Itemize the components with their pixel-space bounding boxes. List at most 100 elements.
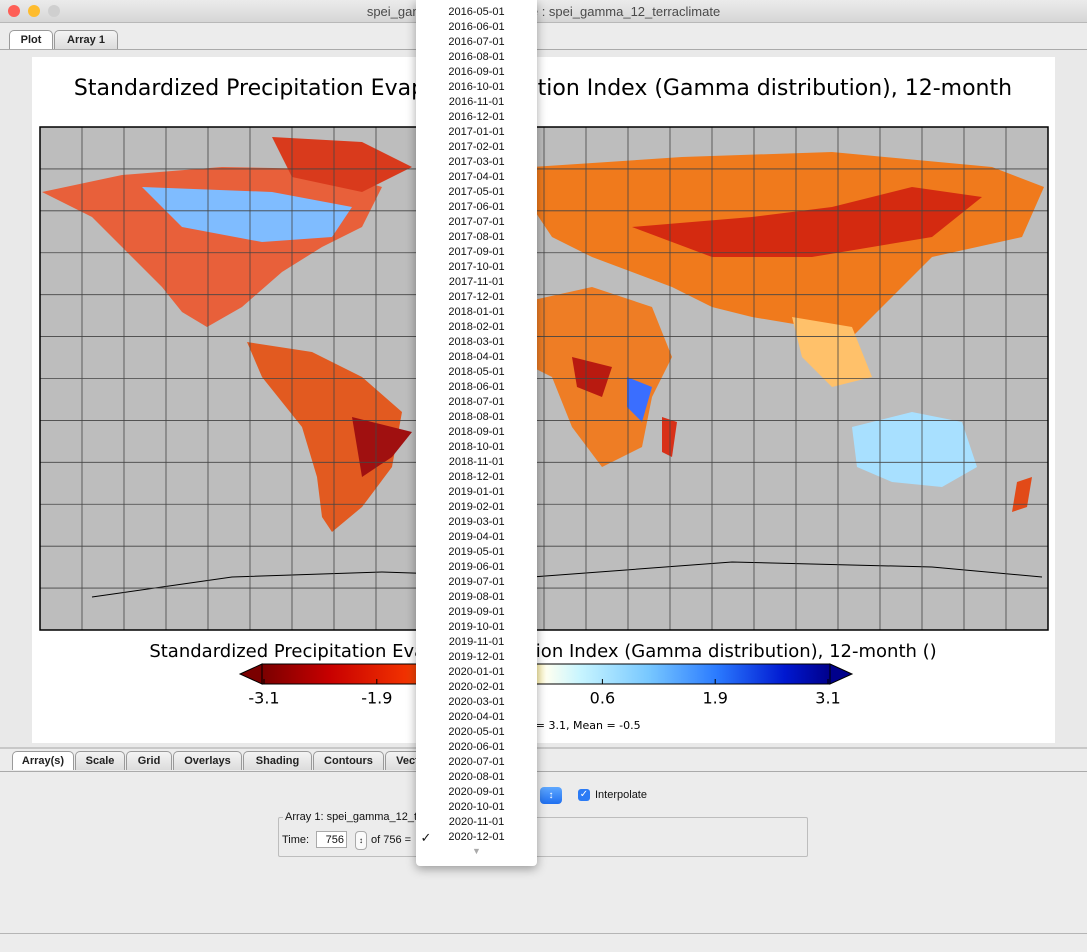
tab[interactable]: Scale <box>75 751 125 770</box>
tab[interactable]: Shading <box>243 751 312 770</box>
land <box>627 377 652 422</box>
menu-item[interactable]: 2020-05-01 <box>448 726 505 738</box>
menu-item[interactable]: 2016-04-01 <box>416 0 537 5</box>
colorbar-tick-label: -1.9 <box>361 689 392 708</box>
map-frame <box>39 126 1049 631</box>
menu-item[interactable]: 2017-03-01 <box>448 156 505 168</box>
menu-item[interactable]: 2017-06-01 <box>448 201 505 213</box>
menu-item[interactable]: 2018-10-01 <box>448 441 505 453</box>
menu-item[interactable]: 2020-12-01 <box>448 831 505 843</box>
interpolate-checkbox[interactable]: ✓ <box>578 789 590 801</box>
splitter[interactable] <box>0 747 1087 749</box>
menu-item[interactable]: 2020-09-01 <box>448 786 505 798</box>
time-input[interactable]: 756 <box>316 831 347 848</box>
menu-item[interactable]: 2018-05-01 <box>448 366 505 378</box>
menu-item[interactable]: 2016-09-01 <box>448 66 505 78</box>
tab[interactable]: Grid <box>126 751 172 770</box>
menu-item[interactable]: 2019-09-01 <box>448 606 505 618</box>
menu-item[interactable]: 2017-08-01 <box>448 231 505 243</box>
land <box>142 187 352 242</box>
menu-item[interactable]: 2018-06-01 <box>448 381 505 393</box>
menu-item[interactable]: 2020-01-01 <box>448 666 505 678</box>
menu-item[interactable]: 2018-07-01 <box>448 396 505 408</box>
menu-item[interactable]: 2017-11-01 <box>448 276 505 288</box>
tab[interactable]: Array 1 <box>54 30 118 49</box>
menu-item[interactable]: 2017-07-01 <box>448 216 505 228</box>
menu-item[interactable]: 2017-05-01 <box>448 186 505 198</box>
menu-item[interactable]: 2020-04-01 <box>448 711 505 723</box>
colorbar-tick-label: 1.9 <box>702 689 727 708</box>
menu-item[interactable]: 2018-09-01 <box>448 426 505 438</box>
menu-item[interactable]: 2018-11-01 <box>448 456 505 468</box>
menu-item[interactable]: 2017-02-01 <box>448 141 505 153</box>
tab[interactable]: Contours <box>313 751 384 770</box>
menu-item[interactable]: 2016-08-01 <box>448 51 505 63</box>
menu-item[interactable]: 2018-02-01 <box>448 321 505 333</box>
menu-item[interactable]: 2016-06-01 <box>448 21 505 33</box>
colorbar <box>261 663 831 685</box>
scroll-down-arrow[interactable]: ▼ <box>472 846 481 856</box>
time-spinner[interactable]: ↕ <box>355 831 367 850</box>
colorbar-tick-label: -3.1 <box>248 689 279 708</box>
menu-item[interactable]: 2017-12-01 <box>448 291 505 303</box>
zoom-button[interactable] <box>48 5 60 17</box>
menu-item[interactable]: 2019-10-01 <box>448 621 505 633</box>
land <box>272 137 412 192</box>
menu-item[interactable]: 2016-10-01 <box>448 81 505 93</box>
menu-item[interactable]: 2019-05-01 <box>448 546 505 558</box>
menu-item[interactable]: 2020-10-01 <box>448 801 505 813</box>
array-group <box>278 817 808 857</box>
menu-item[interactable]: 2017-10-01 <box>448 261 505 273</box>
land <box>572 357 612 397</box>
land <box>852 412 977 487</box>
menu-item[interactable]: 2016-07-01 <box>448 36 505 48</box>
window-title: spei_gamma_12_terraclimate : spei_gamma_… <box>366 4 721 19</box>
menu-item[interactable]: 2019-04-01 <box>448 531 505 543</box>
selected-checkmark: ✓ <box>420 830 432 845</box>
colorbar-tick-label: 3.1 <box>815 689 840 708</box>
menu-item[interactable]: 2018-08-01 <box>448 411 505 423</box>
menu-item[interactable]: 2018-12-01 <box>448 471 505 483</box>
menu-item[interactable]: 2020-08-01 <box>448 771 505 783</box>
menu-item[interactable]: 2020-03-01 <box>448 696 505 708</box>
menu-item[interactable]: 2019-02-01 <box>448 501 505 513</box>
menu-item[interactable]: 2017-09-01 <box>448 246 505 258</box>
map <box>39 126 1049 631</box>
menu-item[interactable]: 2020-02-01 <box>448 681 505 693</box>
plot-panel: Standardized Precipitation Evapotranspir… <box>32 57 1055 743</box>
menu-item[interactable]: 2019-03-01 <box>448 516 505 528</box>
menu-item[interactable]: 2018-04-01 <box>448 351 505 363</box>
land <box>662 417 677 457</box>
menu-item[interactable]: 2017-01-01 <box>448 126 505 138</box>
time-total: of 756 = <box>371 834 412 846</box>
plot-title: Standardized Precipitation Evapotranspir… <box>74 76 1012 101</box>
minimize-button[interactable] <box>28 5 40 17</box>
menu-item[interactable]: 2020-06-01 <box>448 741 505 753</box>
colorbar-over <box>829 663 854 685</box>
menu-item[interactable]: 2018-03-01 <box>448 336 505 348</box>
menu-item[interactable]: 2018-01-01 <box>448 306 505 318</box>
menu-item[interactable]: 2019-12-01 <box>448 651 505 663</box>
plot-canvas: Standardized Precipitation Evapotranspir… <box>39 76 1049 732</box>
menu-item[interactable]: 2017-04-01 <box>448 171 505 183</box>
title-bar: spei_gamma_12_terraclimate : spei_gamma_… <box>0 0 1087 23</box>
tab[interactable]: Plot <box>9 30 53 49</box>
tab[interactable]: Array(s) <box>12 751 74 770</box>
menu-item[interactable]: 2019-08-01 <box>448 591 505 603</box>
menu-item[interactable]: 2019-01-01 <box>448 486 505 498</box>
colorbar-under <box>238 663 263 685</box>
close-button[interactable] <box>8 5 20 17</box>
menu-item[interactable]: 2016-12-01 <box>448 111 505 123</box>
menu-item[interactable]: 2016-11-01 <box>448 96 505 108</box>
menu-item[interactable]: 2019-07-01 <box>448 576 505 588</box>
menu-item[interactable]: 2020-07-01 <box>448 756 505 768</box>
dropdown-button[interactable]: ↕ <box>540 787 562 804</box>
menu-item[interactable]: 2019-11-01 <box>448 636 505 648</box>
colorbar-tick-label: 0.6 <box>590 689 615 708</box>
tab[interactable]: Overlays <box>173 751 242 770</box>
menu-item[interactable]: 2020-11-01 <box>448 816 505 828</box>
menu-item[interactable]: 2019-06-01 <box>448 561 505 573</box>
menu-item[interactable]: 2016-05-01 <box>448 6 505 18</box>
